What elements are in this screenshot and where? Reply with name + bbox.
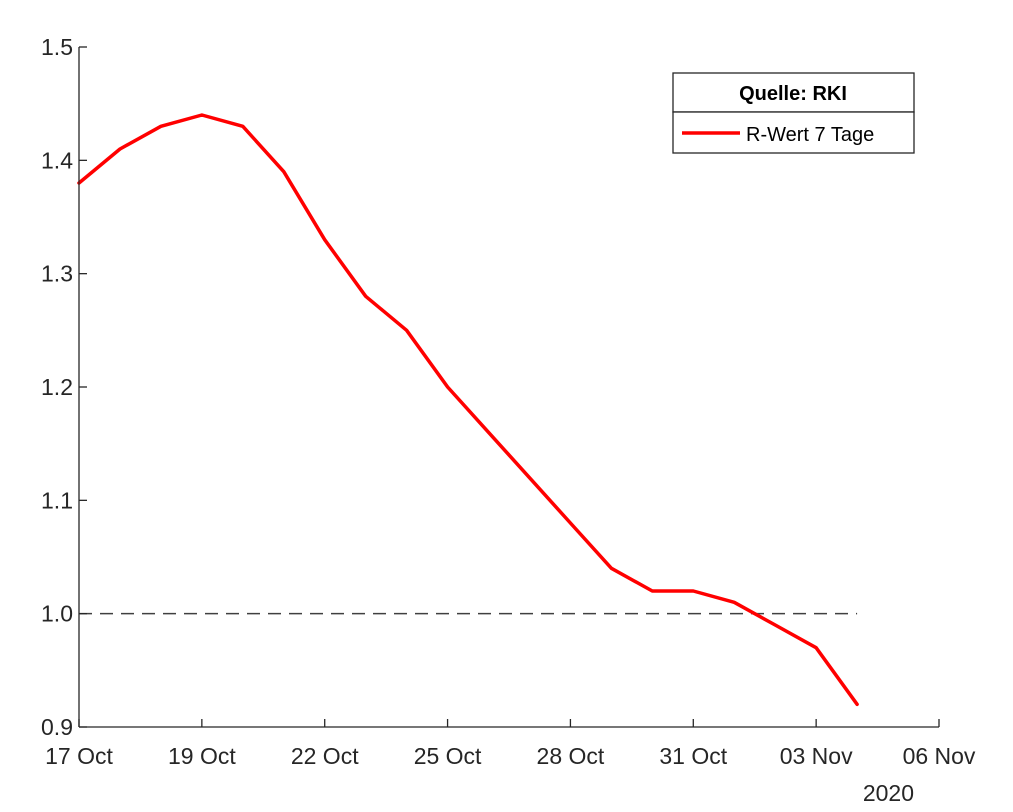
x-tick-label: 31 Oct (659, 743, 727, 769)
x-tick-label: 06 Nov (903, 743, 976, 769)
y-tick-label: 1.0 (41, 601, 73, 627)
x-tick-label: 22 Oct (291, 743, 359, 769)
y-tick-label: 1.5 (41, 34, 73, 60)
x-tick-label: 17 Oct (45, 743, 113, 769)
y-tick-label: 1.2 (41, 374, 73, 400)
y-tick-label: 1.3 (41, 261, 73, 287)
x-ticks: 17 Oct 19 Oct 22 Oct 25 Oct 28 Oct 31 Oct 03 N… (45, 719, 976, 769)
y-tick-label: 1.1 (41, 487, 73, 513)
series-line-r-wert (77, 113, 859, 707)
x-tick-label: 03 Nov (780, 743, 853, 769)
y-ticks: 0.9 1.0 1.1 1.2 1.3 1.4 1.5 (41, 34, 87, 740)
x-tick-label: 25 Oct (414, 743, 482, 769)
legend-title: Quelle: RKI (739, 83, 847, 105)
legend-label-r-wert: R-Wert 7 Tage (746, 124, 874, 146)
x-tick-label: 28 Oct (537, 743, 605, 769)
x-tick-label: 19 Oct (168, 743, 236, 769)
legend: Quelle: RKI R-Wert 7 Tage (672, 72, 915, 154)
y-tick-label: 1.4 (41, 147, 73, 173)
y-tick-label: 0.9 (41, 714, 73, 740)
series-layer (77, 113, 859, 707)
x-axis-year-label: 2020 (863, 780, 914, 806)
